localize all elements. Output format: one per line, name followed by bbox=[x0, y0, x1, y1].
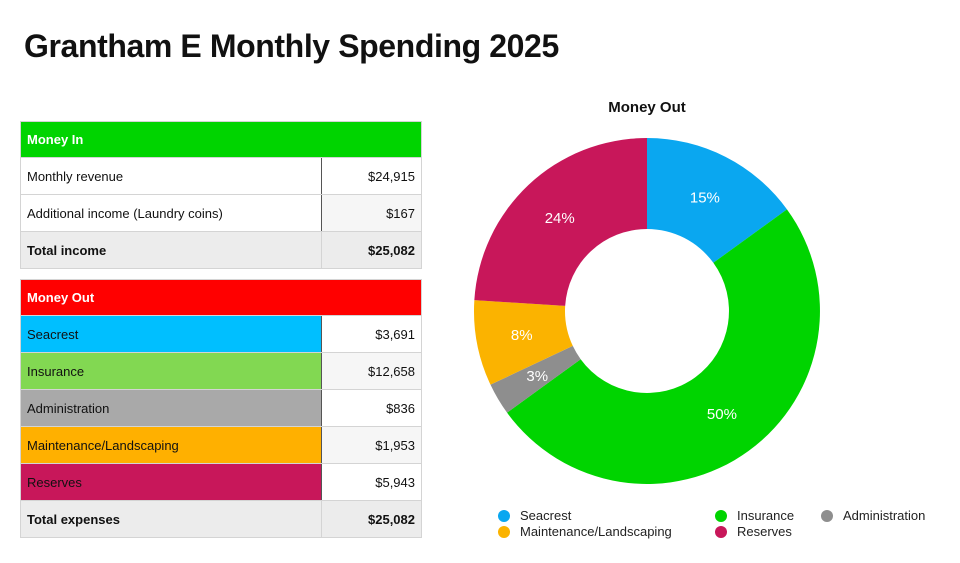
table-row: Reserves $5,943 bbox=[20, 463, 422, 501]
table-row: Maintenance/Landscaping $1,953 bbox=[20, 426, 422, 464]
donut-slice-insurance bbox=[507, 209, 820, 484]
chart-title: Money Out bbox=[608, 99, 686, 116]
slice-label: 50% bbox=[707, 406, 737, 423]
row-value: $1,953 bbox=[321, 426, 422, 464]
row-label: Seacrest bbox=[20, 315, 322, 353]
table-row: Seacrest $3,691 bbox=[20, 315, 422, 353]
row-label: Monthly revenue bbox=[20, 157, 322, 195]
row-label: Additional income (Laundry coins) bbox=[20, 194, 322, 232]
row-label: Reserves bbox=[20, 463, 322, 501]
page-title: Grantham E Monthly Spending 2025 bbox=[24, 28, 559, 64]
donut-chart: Money Out 15% 50% 3% 8% 24% Seacrest Insuranc… bbox=[440, 90, 960, 563]
total-label: Total income bbox=[20, 231, 322, 269]
total-row: Total income $25,082 bbox=[20, 231, 422, 269]
money-in-header-row: Money In bbox=[20, 121, 422, 158]
donut-slice-administration bbox=[490, 345, 581, 413]
row-value: $5,943 bbox=[321, 463, 422, 501]
money-in-header: Money In bbox=[20, 121, 422, 158]
table-row: Additional income (Laundry coins) $167 bbox=[20, 194, 422, 232]
total-value: $25,082 bbox=[321, 500, 422, 538]
table-row: Administration $836 bbox=[20, 389, 422, 427]
table-row: Insurance $12,658 bbox=[20, 352, 422, 390]
slice-label: 3% bbox=[526, 368, 548, 385]
money-out-table: Money Out Seacrest $3,691 Insurance $12,… bbox=[20, 279, 422, 538]
slice-label: 15% bbox=[690, 189, 720, 206]
row-value: $3,691 bbox=[321, 315, 422, 353]
donut-chart-svg: 15% 50% 3% 8% 24% bbox=[474, 138, 820, 484]
row-value: $836 bbox=[321, 389, 422, 427]
slice-label: 8% bbox=[511, 327, 533, 344]
donut-slice-maintenance-landscaping bbox=[474, 300, 573, 385]
row-label: Insurance bbox=[20, 352, 322, 390]
donut-slice-seacrest bbox=[647, 138, 787, 263]
table-row: Monthly revenue $24,915 bbox=[20, 157, 422, 195]
total-label: Total expenses bbox=[20, 500, 322, 538]
row-value: $24,915 bbox=[321, 157, 422, 195]
money-out-header: Money Out bbox=[20, 279, 422, 316]
row-label: Administration bbox=[20, 389, 322, 427]
slice-label: 24% bbox=[545, 210, 575, 227]
row-label: Maintenance/Landscaping bbox=[20, 426, 322, 464]
row-value: $167 bbox=[321, 194, 422, 232]
row-value: $12,658 bbox=[321, 352, 422, 390]
donut-slice-reserves bbox=[474, 138, 647, 306]
money-out-header-row: Money Out bbox=[20, 279, 422, 316]
total-row: Total expenses $25,082 bbox=[20, 500, 422, 538]
money-in-table: Money In Monthly revenue $24,915 Additio… bbox=[20, 121, 422, 269]
total-value: $25,082 bbox=[321, 231, 422, 269]
